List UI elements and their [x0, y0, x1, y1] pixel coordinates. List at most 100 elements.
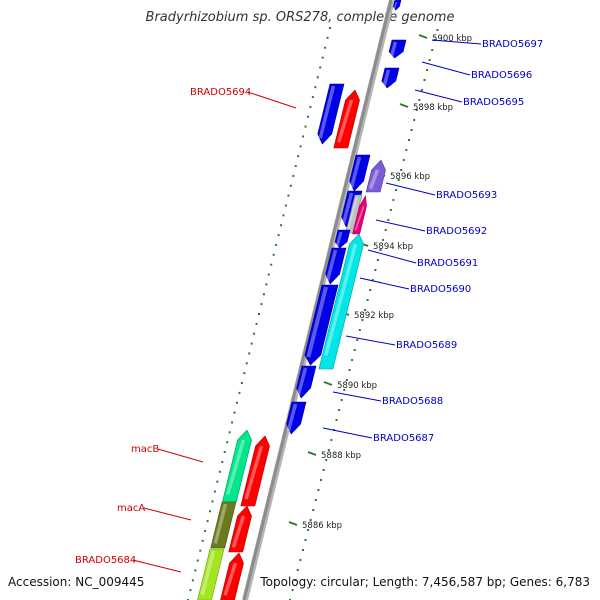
- label-brado5693[interactable]: BRADO5693: [385, 182, 497, 201]
- right-track-dot: [353, 349, 356, 351]
- right-track-dot: [431, 49, 434, 51]
- gene-red-2[interactable]: [228, 505, 252, 553]
- left-track-dot: [201, 539, 204, 542]
- label-text: macB: [131, 444, 159, 455]
- right-track-dot: [389, 209, 392, 211]
- tick-mark: [288, 521, 298, 526]
- right-track-dot: [330, 439, 333, 441]
- gene-brado5687[interactable]: [286, 401, 307, 435]
- left-track-dot: [309, 105, 312, 108]
- gene-features: [197, 0, 407, 600]
- backbone-line: [242, 0, 393, 600]
- gene-red-3[interactable]: [220, 552, 244, 600]
- label-macb[interactable]: macB: [131, 444, 204, 463]
- left-track-dot: [233, 411, 236, 414]
- right-track-dot: [348, 369, 351, 371]
- left-track-dot: [282, 214, 285, 217]
- gene-brado5696[interactable]: [388, 39, 407, 59]
- gene-brado5684[interactable]: [197, 548, 225, 600]
- left-track-dot: [314, 86, 317, 89]
- left-track-dot: [299, 145, 302, 148]
- right-track-dot: [358, 329, 361, 331]
- right-track-dot: [338, 409, 341, 411]
- left-track-dot: [226, 441, 229, 444]
- gene-brado5697[interactable]: [393, 0, 402, 11]
- right-track-dot: [356, 339, 359, 341]
- leader-line: [421, 61, 471, 76]
- label-brado5692[interactable]: BRADO5692: [375, 219, 487, 237]
- right-track-dot: [296, 569, 299, 571]
- left-track-dot: [329, 27, 331, 29]
- gene-brado5692-pink[interactable]: [352, 195, 367, 235]
- leader-line: [332, 391, 382, 402]
- label-brado5691[interactable]: BRADO5691: [367, 249, 478, 269]
- gene-brado5693[interactable]: [349, 154, 371, 192]
- right-track-dot: [402, 159, 405, 161]
- right-track-dot: [392, 199, 395, 201]
- gene-maca[interactable]: [210, 501, 237, 549]
- gene-brado5695[interactable]: [381, 67, 400, 89]
- left-track-dot: [191, 579, 194, 582]
- right-track-dot: [374, 269, 377, 271]
- label-brado5689[interactable]: BRADO5689: [345, 335, 457, 351]
- right-track-dot: [299, 559, 302, 561]
- label-brado5694[interactable]: BRADO5694: [190, 87, 297, 109]
- leader-line: [247, 91, 297, 109]
- label-text: BRADO5687: [373, 433, 434, 444]
- leader-line: [322, 427, 373, 439]
- leader-line: [375, 219, 426, 232]
- right-track-dot: [301, 549, 304, 551]
- gene-brado5690-cyan[interactable]: [318, 233, 364, 370]
- left-track-dot: [253, 332, 256, 335]
- right-track-dot: [345, 379, 348, 381]
- right-track-dot: [312, 509, 315, 511]
- left-dotted-track: [187, 27, 331, 600]
- label-text: BRADO5688: [382, 396, 443, 407]
- leader-line: [367, 249, 417, 264]
- left-track-dot: [255, 322, 258, 325]
- left-track-dot: [240, 382, 243, 385]
- gene-brado5689[interactable]: [304, 284, 339, 366]
- left-track-dot: [321, 56, 324, 59]
- leader-line: [431, 39, 482, 45]
- left-track-dot: [316, 76, 319, 79]
- right-track-dot: [400, 169, 403, 171]
- right-track-dot: [428, 59, 431, 61]
- gene-brado5694-red[interactable]: [333, 89, 360, 149]
- right-track-dot: [291, 589, 294, 591]
- gene-brado5693-purple[interactable]: [365, 159, 386, 193]
- label-brado5687[interactable]: BRADO5687: [322, 427, 434, 444]
- label-maca[interactable]: macA: [117, 503, 192, 521]
- accession-text: Accession: NC_009445: [8, 575, 145, 589]
- right-dotted-track: [289, 19, 441, 600]
- right-track-dot: [405, 149, 408, 151]
- gene-brado5688[interactable]: [296, 365, 317, 399]
- label-brado5690[interactable]: BRADO5690: [359, 277, 471, 295]
- label-brado5684[interactable]: BRADO5684: [75, 555, 182, 573]
- label-brado5696[interactable]: BRADO5696: [421, 61, 532, 81]
- right-track-dot: [369, 289, 372, 291]
- gene-brado5694[interactable]: [317, 83, 345, 145]
- label-brado5695[interactable]: BRADO5695: [414, 89, 524, 108]
- left-track-dot: [223, 451, 226, 454]
- gene-brado5691[interactable]: [334, 229, 351, 249]
- label-brado5697[interactable]: BRADO5697: [431, 39, 543, 50]
- right-track-dot: [382, 239, 385, 241]
- gene-brado5690[interactable]: [325, 247, 347, 285]
- leader-line: [359, 277, 410, 290]
- right-track-dot: [314, 499, 317, 501]
- left-track-dot: [311, 96, 314, 99]
- label-text: BRADO5694: [190, 87, 251, 98]
- gene-red-1[interactable]: [240, 435, 270, 507]
- right-track-dot: [309, 519, 312, 521]
- right-track-dot: [407, 139, 410, 141]
- tick-label-5898-kbp: 5898 kbp: [413, 103, 453, 113]
- left-track-dot: [280, 224, 283, 227]
- left-track-dot: [216, 480, 219, 483]
- right-track-dot: [413, 119, 416, 121]
- label-brado5688[interactable]: BRADO5688: [332, 391, 443, 407]
- left-track-dot: [218, 470, 221, 473]
- left-track-dot: [262, 293, 265, 296]
- right-track-dot: [423, 79, 426, 81]
